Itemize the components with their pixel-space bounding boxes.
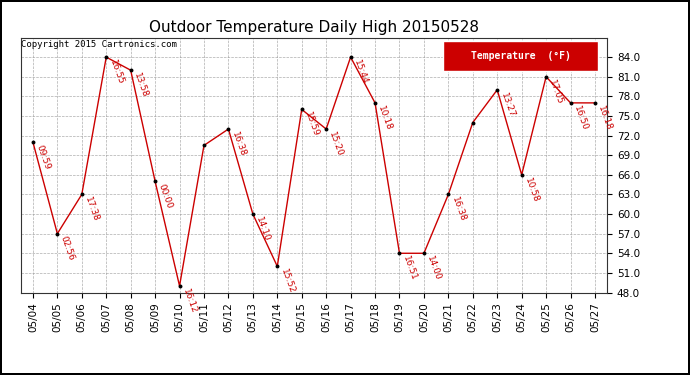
- Text: 15:20: 15:20: [328, 130, 345, 158]
- Text: 15:59: 15:59: [303, 111, 320, 138]
- Text: 16:38: 16:38: [230, 130, 247, 158]
- Text: 02:56: 02:56: [59, 235, 76, 262]
- Point: [296, 106, 307, 112]
- Text: 14:00: 14:00: [425, 255, 442, 282]
- Text: 16:38: 16:38: [450, 196, 467, 223]
- Point: [199, 142, 210, 148]
- Point: [467, 120, 478, 126]
- Text: 09:59: 09:59: [34, 144, 52, 171]
- Point: [443, 191, 454, 197]
- Text: 16:55: 16:55: [108, 58, 125, 86]
- Point: [345, 54, 356, 60]
- Point: [101, 54, 112, 60]
- Point: [540, 74, 551, 80]
- Point: [150, 178, 161, 184]
- Point: [516, 172, 527, 178]
- Title: Outdoor Temperature Daily High 20150528: Outdoor Temperature Daily High 20150528: [149, 20, 479, 35]
- Point: [247, 211, 258, 217]
- Point: [125, 67, 136, 73]
- Point: [418, 250, 429, 256]
- Point: [492, 87, 503, 93]
- Point: [565, 100, 576, 106]
- Point: [52, 231, 63, 237]
- Text: 13:58: 13:58: [132, 72, 149, 99]
- Point: [272, 263, 283, 269]
- Text: 14:10: 14:10: [254, 215, 271, 243]
- Point: [223, 126, 234, 132]
- Point: [174, 283, 185, 289]
- Text: 17:38: 17:38: [83, 196, 101, 223]
- Text: 17:05: 17:05: [547, 78, 565, 105]
- Point: [28, 139, 39, 145]
- Text: Copyright 2015 Cartronics.com: Copyright 2015 Cartronics.com: [21, 40, 177, 49]
- Point: [589, 100, 600, 106]
- Text: 16:12: 16:12: [181, 287, 198, 315]
- Text: 16:50: 16:50: [572, 104, 589, 132]
- Text: 16:51: 16:51: [401, 255, 418, 282]
- Text: 10:58: 10:58: [523, 176, 540, 204]
- Text: 15:44: 15:44: [352, 58, 369, 86]
- Text: 10:18: 10:18: [377, 104, 394, 132]
- Point: [370, 100, 381, 106]
- Point: [321, 126, 332, 132]
- Text: 00:00: 00:00: [157, 183, 174, 210]
- Text: 16:18: 16:18: [596, 104, 613, 132]
- Point: [77, 191, 88, 197]
- Text: 15:52: 15:52: [279, 268, 296, 295]
- Point: [394, 250, 405, 256]
- Text: 13:27: 13:27: [499, 91, 516, 118]
